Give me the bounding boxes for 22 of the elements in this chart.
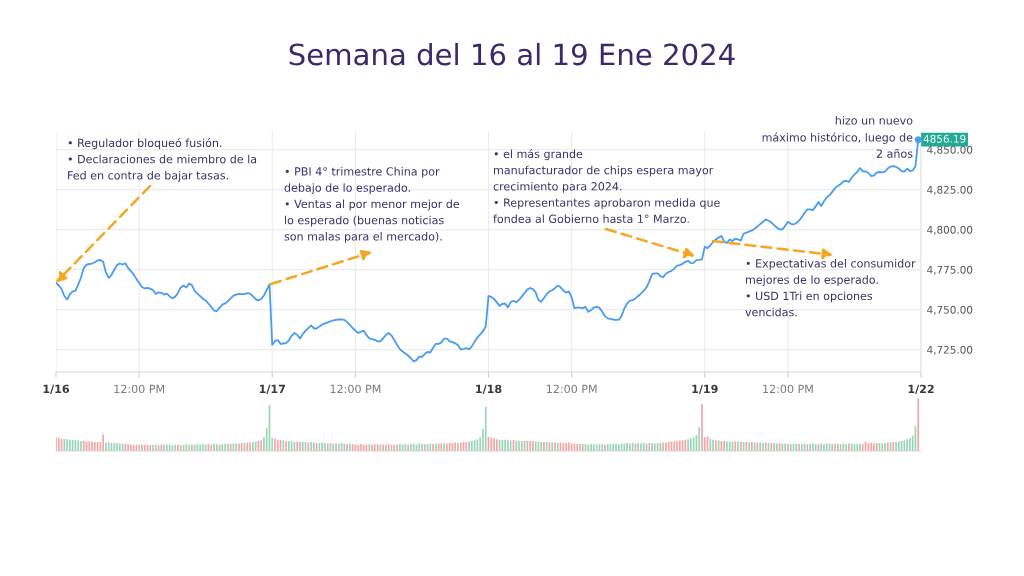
x-tick-label: 1/18 — [476, 384, 502, 394]
y-tick-label: 4,725.00 — [927, 345, 973, 355]
annotation: • Regulador bloqueó fusión. • Declaraciones de miembro de la Fed en contra de bajar tasas. — [68, 138, 257, 182]
annotation: • PBI 4° trimestre China por debajo de lo esperado. • Ventas al por menor mejor de lo esperado (buenas noticias son malas para el mercado). — [284, 167, 460, 243]
x-tick-label: 1/16 — [43, 384, 70, 394]
x-tick-label: 12:00 PM — [114, 384, 165, 394]
data-label: 4856.19 — [923, 134, 966, 143]
annotation: • Expectativas del consumidor mejores de lo esperado. • USD 1Tri en opciones vencidas. — [745, 259, 916, 317]
x-tick-label: 12:00 PM — [546, 384, 597, 394]
y-tick-label: 4,850.00 — [927, 145, 973, 155]
y-tick-label: 4,825.00 — [927, 185, 973, 195]
y-tick-label: 4,775.00 — [927, 265, 973, 275]
annotation: • el más grande manufacturador de chips espera mayor crecimiento para 2024. • Representantes aprobaron medida que fondea al Gobierno hasta 1° Marzo. — [493, 149, 720, 224]
y-tick-label: 4,800.00 — [927, 225, 973, 235]
x-tick-label: 12:00 PM — [330, 384, 381, 394]
x-tick-label: 12:00 PM — [763, 384, 813, 394]
x-tick-label: 1/19 — [692, 384, 718, 394]
x-tick-label: 1/17 — [259, 384, 285, 394]
y-tick-label: 4,750.00 — [927, 305, 973, 315]
annotation: hizo un nuevo máximo histórico, luego de 2 años — [762, 116, 913, 158]
x-tick-label: 1/22 — [908, 384, 934, 394]
chart-title: Semana del 16 al 19 Ene 2024 — [289, 42, 735, 66]
